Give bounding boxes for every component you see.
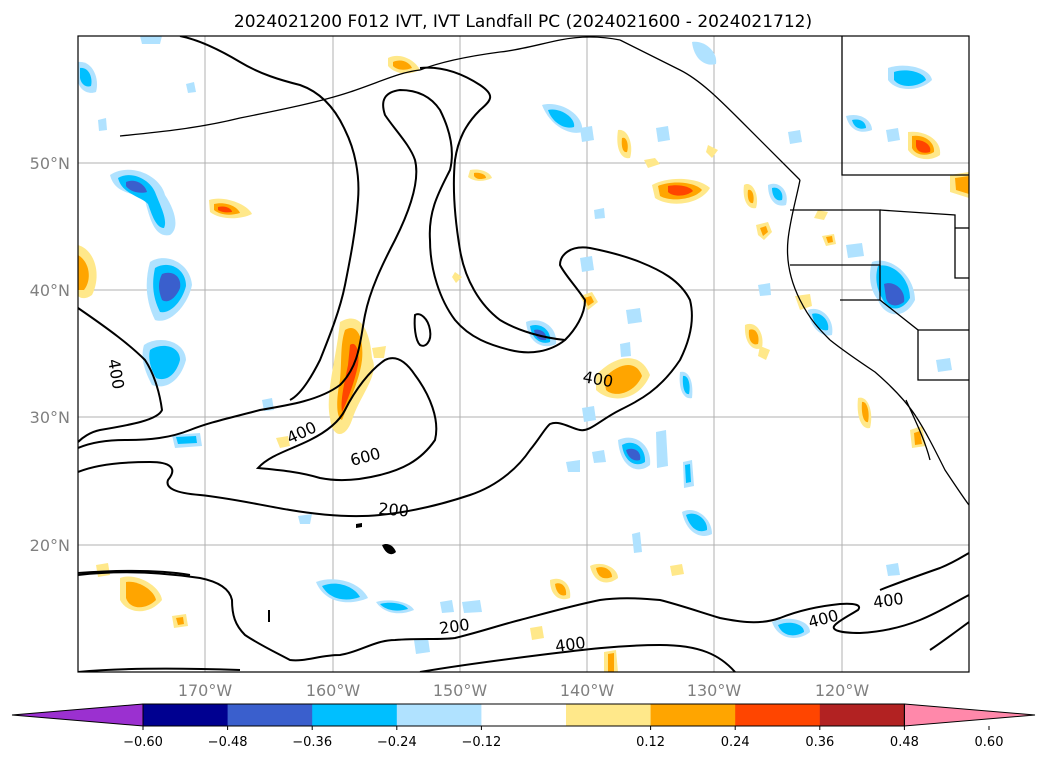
colorbar-tick-label: −0.60	[123, 735, 163, 750]
contour-label: 200	[438, 615, 471, 638]
contour-labels: 400 400 600 200 400 200 400 400 400	[104, 357, 905, 656]
lon-tick-label: 160°W	[306, 681, 361, 700]
colorbar-segment	[735, 704, 821, 726]
contour-label: 400	[872, 589, 905, 612]
colorbar-tick-label: 0.48	[890, 735, 919, 750]
map-panel: 400 400 600 200 400 200 400 400 400	[78, 36, 969, 672]
colorbar-extend-low	[11, 703, 144, 727]
contour-label: 200	[378, 499, 410, 521]
colorbar-segment	[481, 704, 567, 726]
colorbar-tick-label: 0.60	[975, 735, 1004, 750]
colorbar: −0.60 −0.48 −0.36 −0.24 −0.12 0.12 0.24 0.36 0.4…	[11, 703, 1036, 750]
colorbar-segment	[650, 704, 736, 726]
coastlines	[119, 36, 969, 506]
colorbar-tick-label: −0.36	[292, 735, 332, 750]
map-frame	[77, 35, 970, 673]
islands	[268, 523, 396, 622]
colorbar-segment	[143, 704, 229, 726]
contour-label: 400	[554, 633, 587, 656]
longitude-labels: 170°W 160°W 150°W 140°W 130°W 120°W	[178, 681, 870, 700]
colorbar-tick-label: −0.12	[461, 735, 501, 750]
colorbar-extend-high	[903, 703, 1036, 727]
colorbar-tick-label: 0.24	[721, 735, 750, 750]
lon-tick-label: 170°W	[178, 681, 233, 700]
lat-tick-label: 50°N	[30, 154, 70, 173]
lat-tick-label: 20°N	[30, 536, 70, 555]
colorbar-segment	[227, 704, 313, 726]
lat-tick-label: 40°N	[30, 281, 70, 300]
lon-tick-label: 140°W	[560, 681, 615, 700]
positive-ivt-patches	[78, 55, 969, 672]
latitude-labels: 50°N 40°N 30°N 20°N	[30, 154, 70, 555]
colorbar-segment	[819, 704, 905, 726]
figure-title: 2024021200 F012 IVT, IVT Landfall PC (20…	[234, 12, 812, 32]
colorbar-segment	[566, 704, 652, 726]
colorbar-segment	[396, 704, 482, 726]
lon-tick-label: 130°W	[687, 681, 742, 700]
colorbar-frame	[142, 703, 905, 727]
lat-tick-label: 30°N	[30, 408, 70, 427]
ivt-contours	[78, 36, 969, 672]
colorbar-tick-label: 0.12	[636, 735, 665, 750]
colorbar-tick-label: −0.48	[208, 735, 248, 750]
lon-tick-label: 120°W	[815, 681, 870, 700]
lon-tick-label: 150°W	[433, 681, 488, 700]
colorbar-segment	[312, 704, 398, 726]
colorbar-tick-label: −0.24	[377, 735, 417, 750]
colorbar-tick-label: 0.36	[805, 735, 834, 750]
